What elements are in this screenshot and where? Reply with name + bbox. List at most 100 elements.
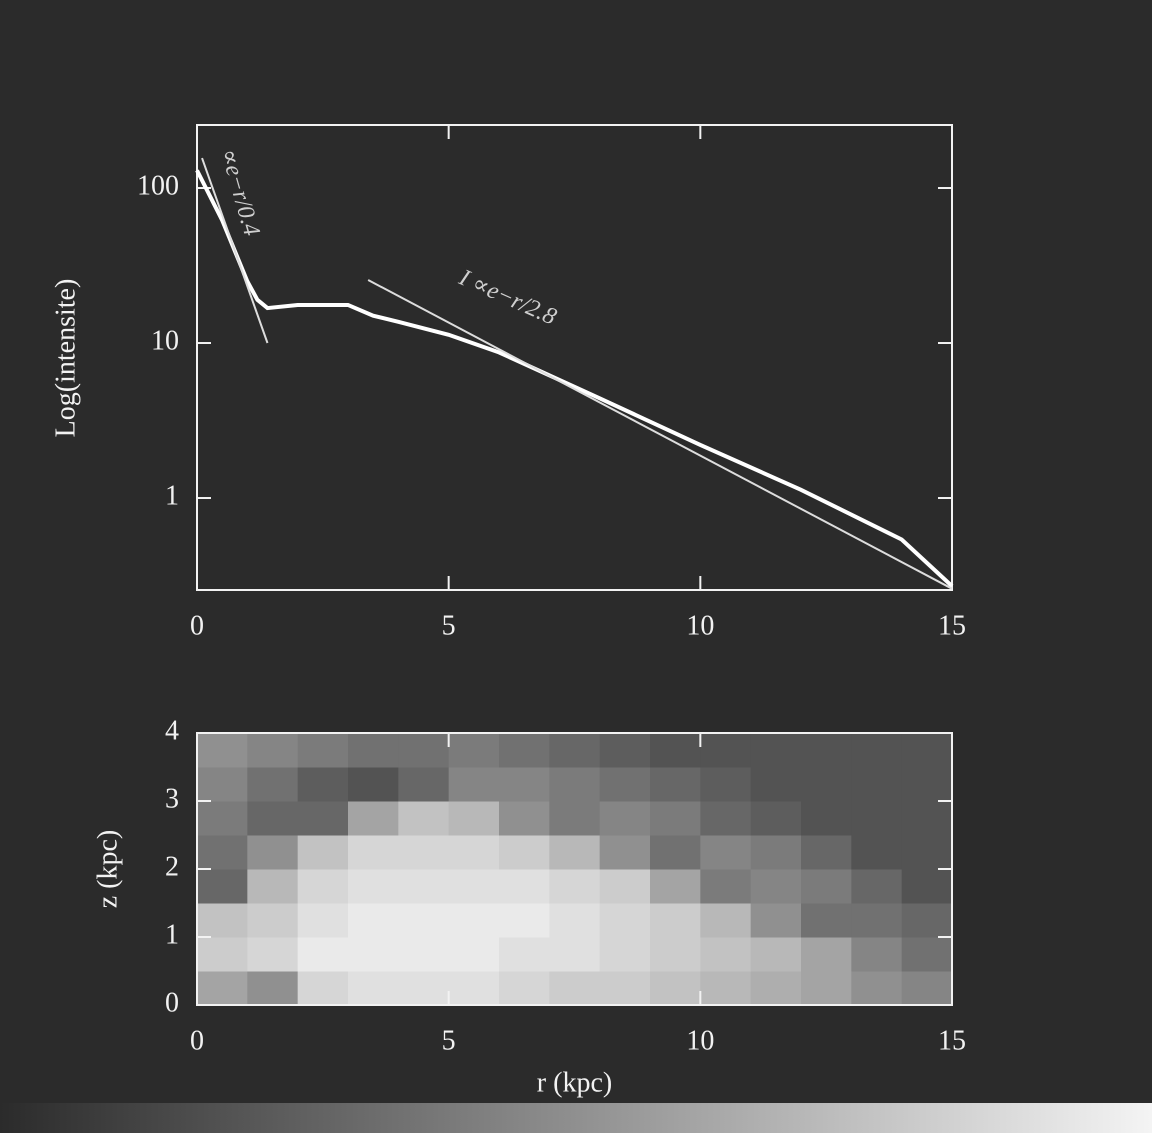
heatmap-cell: [650, 801, 701, 836]
heatmap-cell: [750, 835, 802, 870]
heatmap-cell: [448, 835, 500, 870]
heatmap-cell: [650, 835, 701, 870]
heatmap-cell: [549, 835, 601, 870]
heatmap-cell: [801, 733, 852, 768]
heatmap-cell: [398, 971, 450, 1006]
heatmap-cell: [901, 869, 953, 904]
heatmap-cell: [750, 971, 802, 1006]
heatmap-cell: [499, 971, 550, 1006]
heatmap-cell: [801, 767, 852, 802]
heatmap-cell: [448, 971, 500, 1006]
heatmap-cell: [700, 767, 752, 802]
heatmap-cell: [297, 801, 349, 836]
heatmap-cell: [348, 903, 399, 938]
heatmap-cell: [549, 937, 601, 972]
y-tick-label: 1: [165, 480, 179, 511]
heatmap-cell: [750, 801, 802, 836]
heatmap-cell: [801, 801, 852, 836]
heatmap-cell: [901, 801, 953, 836]
heatmap-cell: [599, 971, 651, 1006]
heatmap-cell: [348, 937, 399, 972]
heatmap-cell: [398, 801, 450, 836]
heatmap-cell: [297, 767, 349, 802]
heatmap-cell: [549, 733, 601, 768]
heatmap-cell: [197, 903, 248, 938]
heatmap-cell: [750, 767, 802, 802]
heatmap-cell: [599, 869, 651, 904]
heatmap-cell: [599, 903, 651, 938]
y-tick-label: 100: [137, 170, 179, 201]
y-tick-label: 4: [165, 715, 179, 746]
heatmap-cell: [348, 869, 399, 904]
heatmap-cell: [398, 767, 450, 802]
heatmap-cell: [348, 767, 399, 802]
plot-frame: [196, 124, 953, 591]
heatmap-cell: [901, 835, 953, 870]
heatmap-cell: [348, 733, 399, 768]
heatmap-cell: [499, 733, 550, 768]
heatmap-cell: [901, 937, 953, 972]
heatmap-cell: [448, 767, 500, 802]
heatmap-cell: [499, 937, 550, 972]
fit-line: [367, 279, 953, 590]
heatmap-cell: [197, 937, 248, 972]
heatmap-cell: [348, 835, 399, 870]
heatmap-cell: [700, 971, 752, 1006]
heatmap-cell: [851, 801, 903, 836]
heatmap-cell: [851, 869, 903, 904]
heatmap-cell: [599, 733, 651, 768]
heatmap-cell: [348, 971, 399, 1006]
x-tick-label: 5: [442, 610, 456, 641]
y-tick-label: 2: [165, 851, 179, 882]
heatmap-cell: [700, 733, 752, 768]
y-tick-label: 10: [151, 325, 179, 356]
heatmap-cell: [700, 869, 752, 904]
heatmap-cell: [851, 971, 903, 1006]
heatmap-cell: [197, 869, 248, 904]
heatmap-cell: [197, 835, 248, 870]
heatmap-cell: [398, 937, 450, 972]
y-axis-label: z (kpc): [92, 830, 123, 909]
heatmap-cell: [448, 869, 500, 904]
heatmap-cell: [247, 937, 299, 972]
heatmap-cell: [750, 937, 802, 972]
heatmap-cell: [549, 971, 601, 1006]
heatmap-cell: [700, 903, 752, 938]
heatmap-cell: [801, 869, 852, 904]
heatmap-cell: [901, 733, 953, 768]
x-tick-label: 15: [938, 610, 966, 641]
heatmap-cell: [650, 767, 701, 802]
x-axis-label: r (kpc): [537, 1067, 612, 1098]
heatmap-cell: [599, 835, 651, 870]
heatmap-cell: [247, 733, 299, 768]
heatmap-cell: [448, 937, 500, 972]
heatmap-cell: [650, 869, 701, 904]
heatmap-cell: [247, 835, 299, 870]
heatmap-cell: [448, 903, 500, 938]
heatmap-cell: [901, 971, 953, 1006]
heatmap-cell: [750, 869, 802, 904]
heatmap-cell: [801, 971, 852, 1006]
heatmap-cell: [549, 801, 601, 836]
y-axis-label: Log(intensite): [50, 279, 81, 438]
heatmap-cell: [901, 903, 953, 938]
heatmap-cell: [549, 903, 601, 938]
heatmap-cell: [700, 937, 752, 972]
fit-line: [201, 157, 269, 344]
heatmap-cell: [499, 835, 550, 870]
heatmap-cell: [398, 869, 450, 904]
colorbar: [0, 1103, 1152, 1133]
heatmap-cell: [801, 903, 852, 938]
heatmap-cell: [750, 903, 802, 938]
profile-line: [195, 169, 954, 588]
heatmap-cell: [801, 835, 852, 870]
heatmap-cell: [398, 733, 450, 768]
x-tick-label: 10: [686, 1025, 714, 1056]
heatmap-cell: [398, 903, 450, 938]
heatmap-cell: [599, 801, 651, 836]
heatmap-cell: [197, 767, 248, 802]
heatmap-cell: [247, 767, 299, 802]
heatmap-cell: [197, 971, 248, 1006]
heatmap-cell: [448, 801, 500, 836]
